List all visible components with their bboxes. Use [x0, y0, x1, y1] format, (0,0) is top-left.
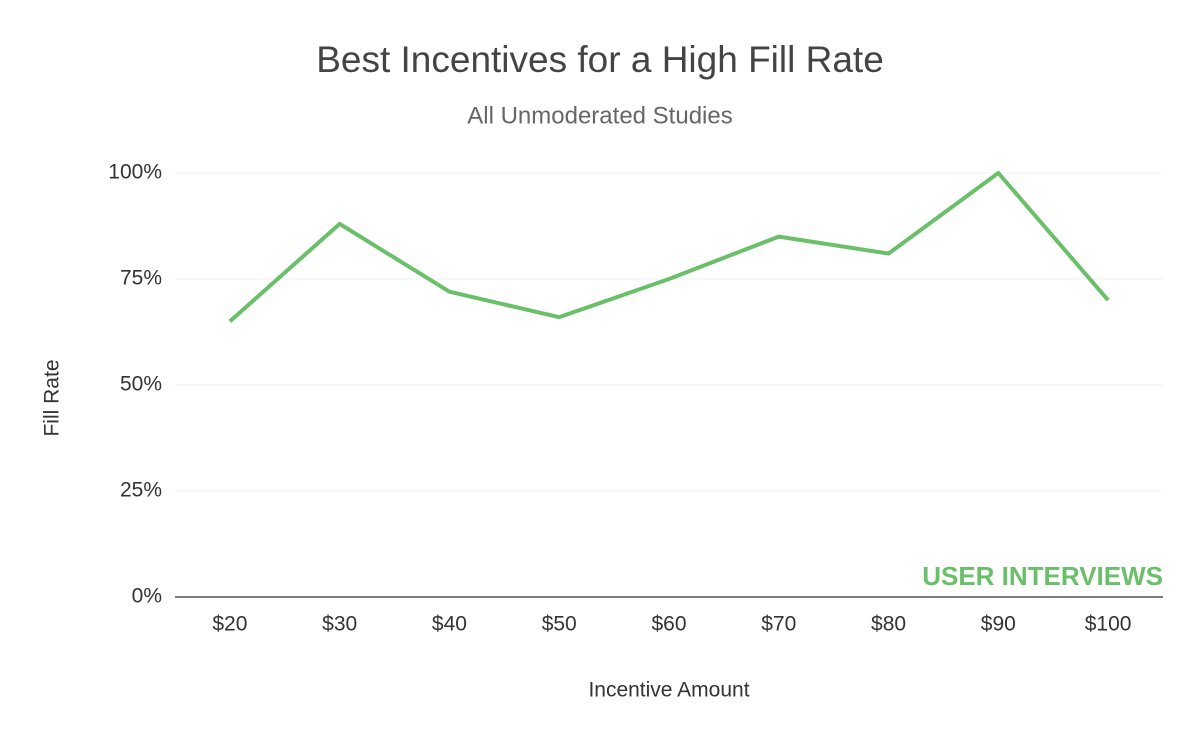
y-tick-label: 100% — [108, 161, 162, 184]
y-tick-label: 25% — [120, 479, 162, 502]
x-axis-label: Incentive Amount — [588, 679, 749, 702]
x-tick-label: $90 — [981, 613, 1016, 636]
watermark: USER INTERVIEWS — [922, 561, 1163, 591]
x-tick-label: $30 — [322, 613, 357, 636]
data-line — [228, 171, 1110, 323]
y-tick-label: 75% — [120, 267, 162, 290]
chart-subtitle: All Unmoderated Studies — [467, 102, 732, 129]
y-axis-label: Fill Rate — [41, 359, 64, 436]
y-tick-label: 50% — [120, 373, 162, 396]
chart-title: Best Incentives for a High Fill Rate — [316, 39, 884, 80]
x-tick-label: $60 — [651, 613, 686, 636]
x-tick-label: $50 — [542, 613, 577, 636]
y-tick-label: 0% — [132, 585, 162, 608]
x-tick-label: $80 — [871, 613, 906, 636]
x-tick-label: $20 — [212, 613, 247, 636]
x-tick-label: $40 — [432, 613, 467, 636]
x-tick-label: $70 — [761, 613, 796, 636]
x-tick-label: $100 — [1085, 613, 1132, 636]
